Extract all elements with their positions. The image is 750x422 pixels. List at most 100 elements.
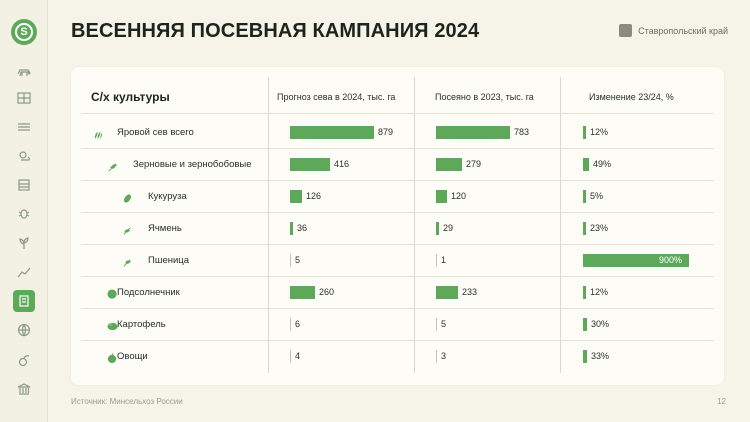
- sidebar-item-globe[interactable]: [12, 318, 36, 342]
- sunflower-icon: [107, 287, 118, 299]
- sidebar-item-chart[interactable]: [12, 260, 36, 284]
- crop-label: Картофель: [117, 319, 166, 330]
- sidebar-item-plant[interactable]: [12, 231, 36, 255]
- plant-icon: [19, 237, 29, 249]
- sown-value: 120: [451, 191, 467, 201]
- crop-label: Пшеница: [148, 255, 190, 266]
- row-divider: [81, 212, 714, 213]
- forecast-value: 260: [319, 287, 335, 297]
- cattle-icon: [17, 69, 31, 77]
- forecast-value: 126: [306, 191, 322, 201]
- bank-icon: [17, 383, 31, 395]
- corn-icon: [122, 191, 133, 203]
- forecast-bar: [290, 222, 293, 235]
- column-divider: [268, 77, 269, 373]
- forecast-value: 4: [295, 351, 301, 361]
- potato-icon: [107, 319, 118, 331]
- wheat-sprout-icon: [92, 127, 103, 140]
- forecast-value: 416: [334, 159, 350, 169]
- change-bar: [583, 254, 689, 267]
- forecast-bar: [290, 350, 291, 363]
- crop-label: Яровой сев всего: [117, 127, 194, 138]
- crop-label: Подсолнечник: [117, 287, 180, 298]
- forecast-bar: [290, 158, 330, 171]
- sown-bar: [436, 190, 447, 203]
- row-divider: [81, 244, 714, 245]
- change-bar: [583, 190, 586, 203]
- sown-bar: [436, 318, 437, 331]
- sidebar-item-bug[interactable]: [12, 201, 36, 225]
- region-selector[interactable]: Ставропольский край: [619, 24, 728, 37]
- barley-icon: [122, 223, 133, 235]
- change-bar: [583, 222, 586, 235]
- sidebar-item-weather[interactable]: [12, 144, 36, 168]
- bug-icon: [18, 209, 30, 219]
- column-divider: [560, 77, 561, 373]
- crop-label: Ячмень: [148, 223, 182, 234]
- change-value: 49%: [593, 159, 612, 169]
- crops-table: С/х культуры Прогноз сева в 2024, тыс. г…: [71, 67, 724, 385]
- change-value: 23%: [590, 223, 609, 233]
- row-divider: [81, 308, 714, 309]
- header-crops: С/х культуры: [91, 90, 170, 104]
- fruit-icon: [18, 355, 30, 367]
- forecast-value: 6: [295, 319, 301, 329]
- header-sown: Посеяно в 2023, тыс. га: [435, 92, 534, 102]
- sidebar-item-sowing[interactable]: [13, 290, 35, 312]
- source-note: Источник: Минсельхоз России: [71, 397, 183, 406]
- forecast-bar: [290, 190, 302, 203]
- sown-value: 3: [441, 351, 447, 361]
- change-bar: [583, 286, 586, 299]
- sidebar-item-storage[interactable]: [12, 173, 36, 197]
- header-change: Изменение 23/24, %: [589, 92, 674, 102]
- sown-bar: [436, 158, 462, 171]
- forecast-bar: [290, 286, 315, 299]
- logo-letter: S: [15, 23, 33, 41]
- header-divider: [81, 113, 714, 114]
- header-forecast: Прогноз сева в 2024, тыс. га: [277, 92, 396, 102]
- change-value: 5%: [590, 191, 604, 201]
- sown-bar: [436, 126, 510, 139]
- row-divider: [81, 276, 714, 277]
- change-bar: [583, 126, 586, 139]
- sown-value: 233: [462, 287, 478, 297]
- sown-bar: [436, 254, 437, 267]
- row-divider: [81, 340, 714, 341]
- grain-icon: [107, 159, 118, 172]
- crop-label: Овощи: [117, 351, 148, 362]
- globe-icon: [17, 323, 31, 337]
- change-bar: [583, 318, 587, 331]
- sidebar-item-bank[interactable]: [12, 377, 36, 401]
- sidebar: S: [0, 0, 48, 422]
- vegetable-icon: [107, 351, 118, 364]
- change-value: 33%: [591, 351, 610, 361]
- sown-value: 1: [441, 255, 447, 265]
- change-value: 900%: [659, 255, 683, 265]
- sown-bar: [436, 350, 437, 363]
- logo[interactable]: S: [11, 19, 37, 45]
- change-bar: [583, 158, 589, 171]
- sidebar-item-fruit[interactable]: [12, 348, 36, 372]
- page-number: 12: [717, 397, 726, 406]
- sidebar-item-field[interactable]: [12, 115, 36, 139]
- chart-icon: [17, 267, 31, 278]
- forecast-value: 36: [297, 223, 308, 233]
- change-value: 12%: [590, 287, 609, 297]
- storage-icon: [18, 179, 30, 191]
- field-icon: [18, 123, 30, 131]
- sidebar-item-grid[interactable]: [12, 86, 36, 110]
- region-emblem-icon: [619, 24, 633, 37]
- sown-value: 29: [443, 223, 454, 233]
- forecast-bar: [290, 318, 291, 331]
- wheat-icon: [122, 255, 133, 267]
- sidebar-item-cattle[interactable]: [12, 60, 36, 84]
- crop-label: Зерновые и зернобобовые: [133, 159, 252, 170]
- region-label: Ставропольский край: [638, 25, 728, 36]
- forecast-value: 879: [378, 127, 394, 137]
- sown-value: 5: [441, 319, 447, 329]
- sown-value: 783: [514, 127, 530, 137]
- forecast-bar: [290, 126, 374, 139]
- forecast-bar: [290, 254, 291, 267]
- sown-bar: [436, 222, 439, 235]
- sowing-icon: [19, 295, 29, 307]
